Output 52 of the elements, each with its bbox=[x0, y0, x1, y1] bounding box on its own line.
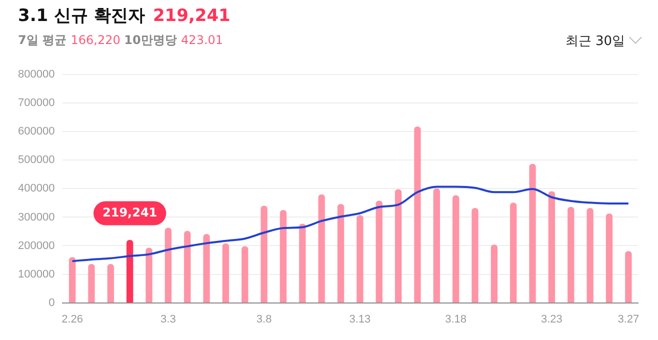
bar bbox=[203, 234, 210, 303]
y-tick-label: 500000 bbox=[18, 154, 55, 166]
bar bbox=[414, 126, 421, 303]
bar bbox=[280, 210, 287, 303]
chart-subtitle: 7일 평균 166,220 10만명당 423.01 bbox=[18, 33, 224, 47]
bar bbox=[299, 224, 306, 303]
line-series bbox=[71, 186, 630, 262]
bar bbox=[222, 243, 230, 303]
bar bbox=[68, 257, 76, 303]
bar bbox=[107, 264, 114, 303]
bar bbox=[88, 264, 95, 303]
x-tick-label: 3.13 bbox=[349, 313, 371, 326]
chart-title: 3.1 신규 확진자 bbox=[18, 6, 145, 26]
y-tick-label: 100000 bbox=[18, 268, 55, 280]
bar bbox=[490, 244, 498, 303]
y-tick-label: 0 bbox=[48, 296, 55, 309]
text: 최근 30일 bbox=[565, 33, 626, 50]
bar bbox=[376, 200, 382, 303]
bar bbox=[568, 206, 574, 303]
bar bbox=[318, 194, 325, 303]
x-tick-label: 3.3 bbox=[160, 313, 176, 326]
data-label: 219,241 bbox=[102, 205, 158, 220]
bar bbox=[433, 188, 440, 303]
text: 219,241 bbox=[152, 6, 230, 26]
y-tick-label: 300000 bbox=[18, 211, 55, 224]
bar bbox=[356, 215, 364, 303]
bar bbox=[586, 208, 594, 303]
bar bbox=[242, 246, 248, 303]
y-tick-label: 600000 bbox=[18, 126, 55, 138]
bar bbox=[452, 195, 460, 303]
y-tick-label: 800000 bbox=[18, 68, 55, 81]
x-tick-label: 2.26 bbox=[62, 313, 84, 326]
bar bbox=[146, 248, 152, 303]
bar bbox=[164, 228, 172, 303]
x-tick-label: 3.27 bbox=[618, 313, 640, 326]
bar bbox=[529, 164, 536, 303]
y-tick-label: 700000 bbox=[18, 97, 55, 110]
y-tick-label: 200000 bbox=[18, 240, 55, 252]
bar bbox=[548, 191, 556, 303]
bar bbox=[184, 230, 191, 303]
bar bbox=[625, 251, 632, 303]
bar bbox=[337, 204, 344, 303]
y-tick-label: 400000 bbox=[18, 182, 55, 195]
x-tick-label: 3.23 bbox=[540, 313, 562, 326]
bar bbox=[472, 208, 478, 303]
bar bbox=[510, 202, 517, 303]
bar bbox=[606, 213, 613, 303]
bar bbox=[394, 189, 402, 303]
x-tick-label: 3.8 bbox=[256, 313, 272, 326]
bar bbox=[126, 240, 134, 303]
x-tick-label: 3.18 bbox=[445, 313, 467, 326]
bar bbox=[260, 206, 268, 303]
